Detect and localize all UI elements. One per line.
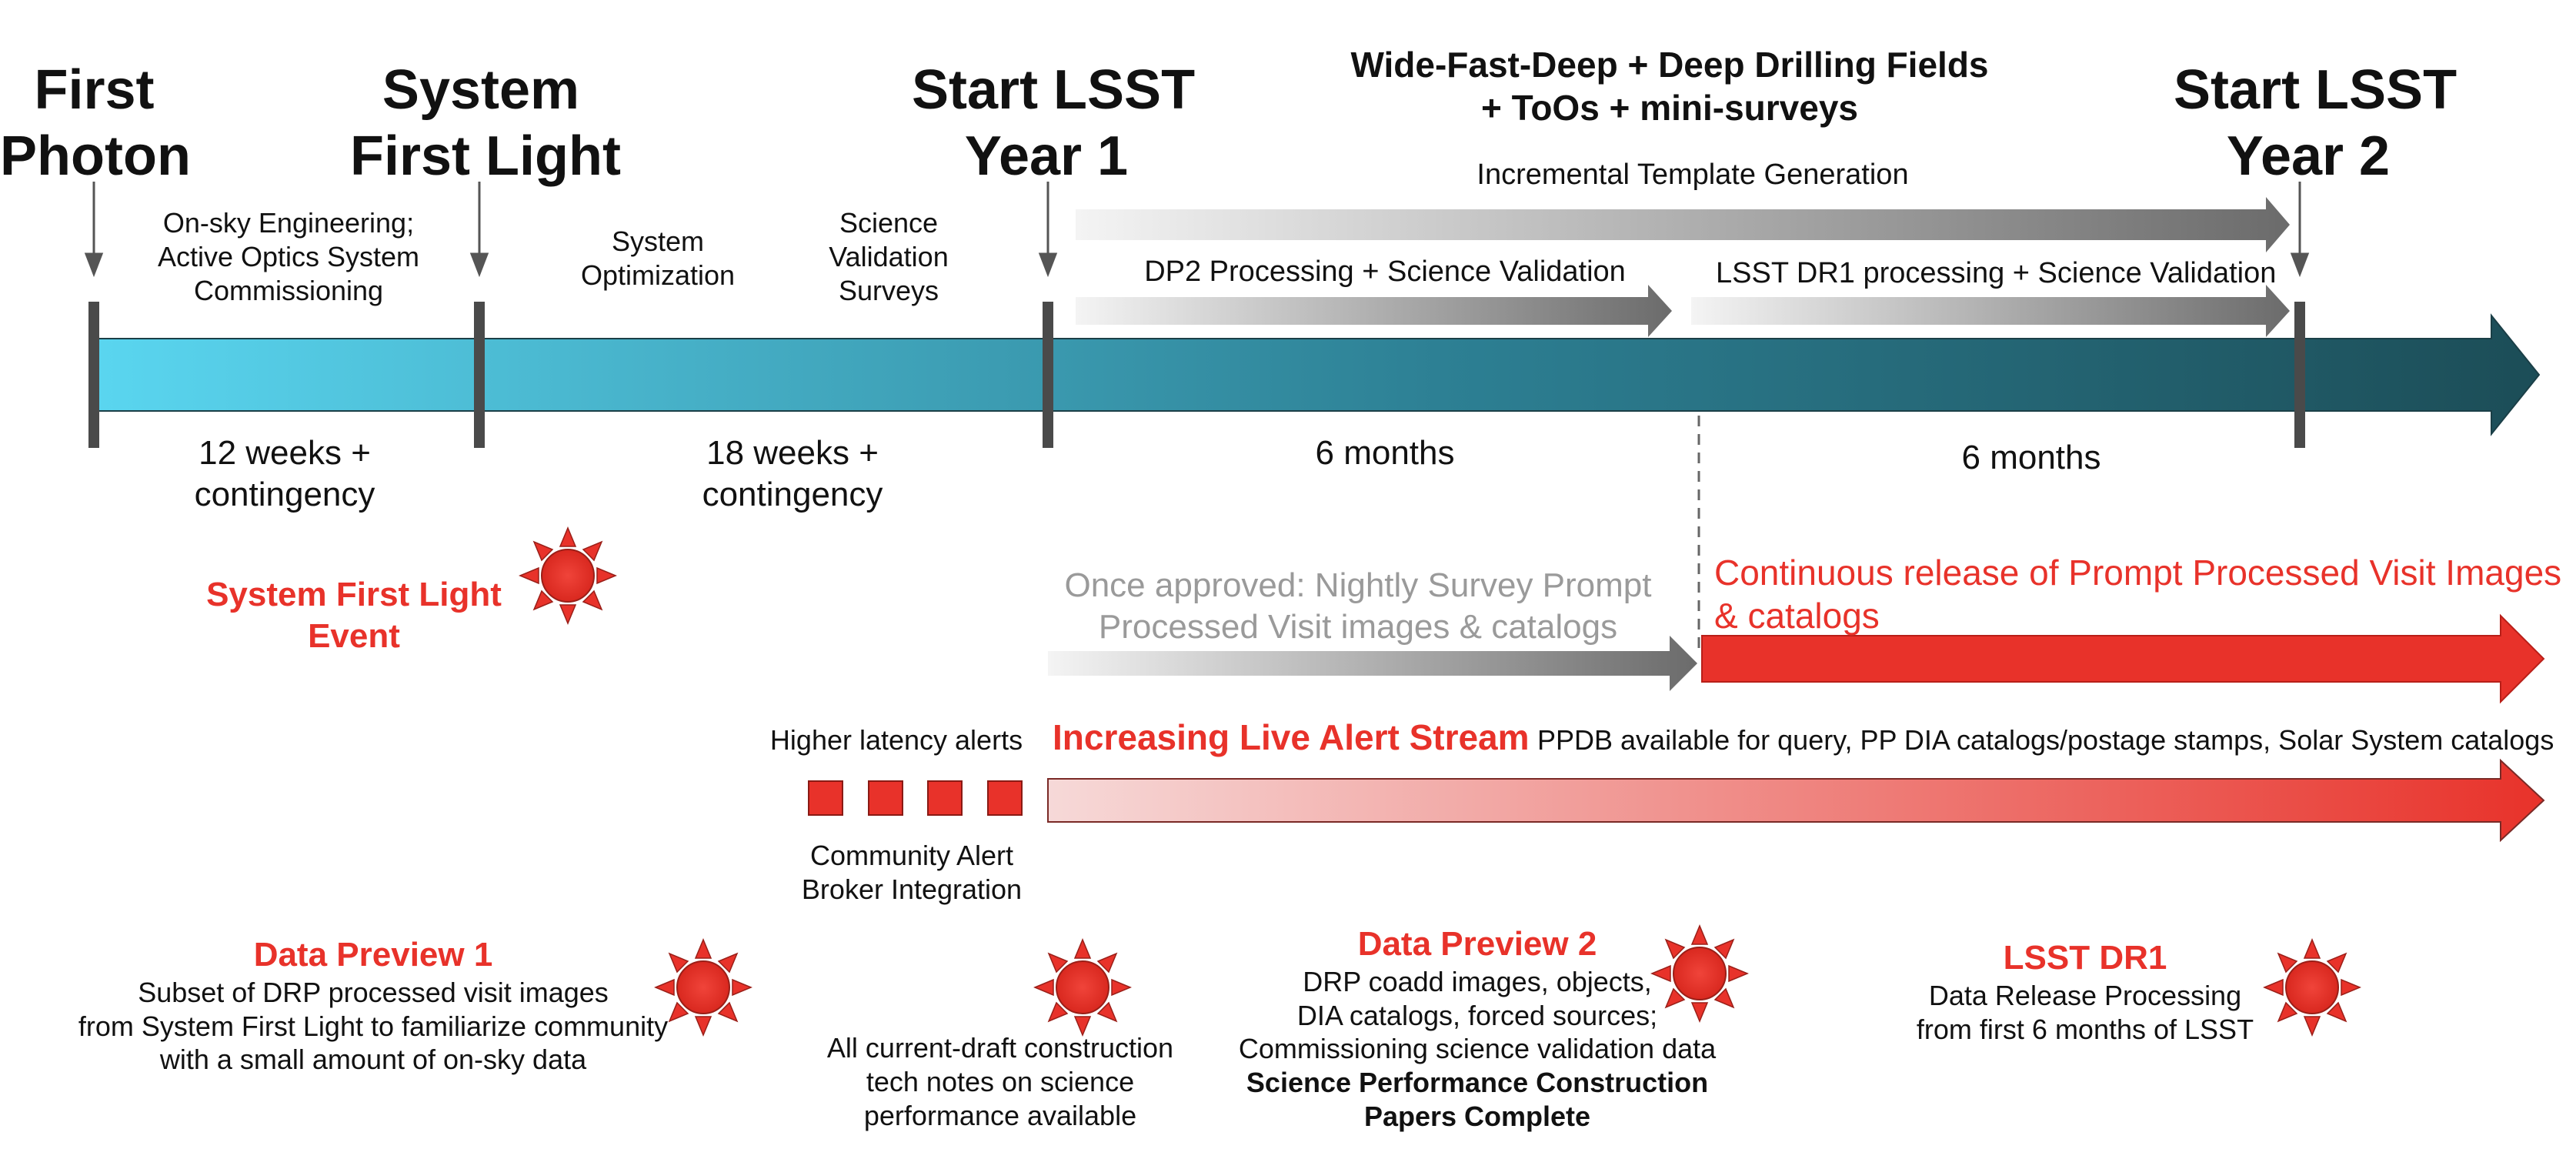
release-dr1: LSST DR1 Data Release Processing from fi…: [1885, 937, 2285, 1046]
milestone-bar-first-photon: [88, 302, 99, 448]
band-dr1-arrow: [1691, 285, 2290, 337]
phase-optimization: System Optimization: [580, 225, 736, 291]
duration-6-months-1: 6 months: [1315, 434, 1455, 472]
release-dp2-title: Data Preview 2: [1357, 925, 1597, 963]
release-dr1-title: LSST DR1: [2003, 939, 2167, 977]
main-timeline-arrow: [90, 313, 2541, 436]
band-dp2-arrow: [1076, 285, 1672, 337]
sun-icon-dr1: [2263, 938, 2361, 1037]
release-tech-notes: All current-draft construction tech notes…: [826, 1032, 1174, 1131]
higher-latency-alerts: Higher latency alerts: [769, 724, 1023, 756]
milestone-system-first-light: System First Light: [350, 59, 621, 188]
first-light-event-title: System First Light Event: [206, 576, 502, 655]
milestone-bar-system-first-light: [474, 302, 485, 448]
phase-commissioning: On-sky Engineering; Active Optics System C…: [157, 207, 420, 306]
live-alert-stream: Increasing Live Alert Stream PPDB availa…: [1053, 716, 2554, 759]
milestone-start-year2: Start LSST Year 2: [2174, 59, 2458, 188]
alert-square-1: [808, 780, 843, 816]
release-dp1-title: Data Preview 1: [253, 936, 493, 974]
milestone-first-photon: First Photon: [0, 59, 191, 188]
sun-icon-dp1: [654, 938, 752, 1037]
milestone-bar-start-year1: [1043, 302, 1053, 448]
band-dp2-label: DP2 Processing + Science Validation: [1144, 256, 1626, 288]
prompt-continuous-text: Continuous release of Prompt Processed V…: [1714, 553, 2562, 636]
milestone-bar-start-year2: [2294, 302, 2305, 448]
band-dr1-label: LSST DR1 processing + Science Validation: [1716, 257, 2277, 289]
prompt-continuous-arrow: [1701, 613, 2545, 704]
duration-6-months-2: 6 months: [1961, 439, 2101, 476]
alert-square-3: [927, 780, 963, 816]
milestone-start-year1: Start LSST Year 1: [912, 59, 1196, 188]
live-alert-stream-title: Increasing Live Alert Stream: [1053, 717, 1530, 757]
prompt-once-approved-arrow: [1048, 636, 1697, 691]
alert-square-4: [987, 780, 1023, 816]
band-template-arrow: [1076, 197, 2290, 252]
prompt-once-approved-text: Once approved: Nightly Survey Prompt Proc…: [1064, 566, 1652, 646]
alert-square-2: [868, 780, 903, 816]
sun-icon-tech-notes: [1033, 938, 1132, 1037]
release-dp1: Data Preview 1 Subset of DRP processed v…: [78, 936, 669, 1076]
phase-science-validation: Science Validation Surveys: [829, 207, 949, 306]
live-alert-stream-arrow: [1047, 758, 2545, 843]
duration-18-weeks: 18 weeks + contingency: [702, 434, 883, 513]
duration-12-weeks: 12 weeks + contingency: [194, 434, 375, 513]
sun-icon-first-light: [519, 526, 617, 625]
live-alert-stream-detail: PPDB available for query, PP DIA catalog…: [1537, 724, 2554, 756]
band-template-label: Incremental Template Generation: [1477, 159, 1909, 191]
surveys-title: Wide-Fast-Deep + Deep Drilling Fields + T…: [1350, 45, 1989, 129]
release-dp2: Data Preview 2 DRP coadd images, objects…: [1223, 924, 1731, 1134]
sun-icon-dp2: [1650, 924, 1749, 1023]
community-broker-text: Community Alert Broker Integration: [801, 840, 1023, 905]
